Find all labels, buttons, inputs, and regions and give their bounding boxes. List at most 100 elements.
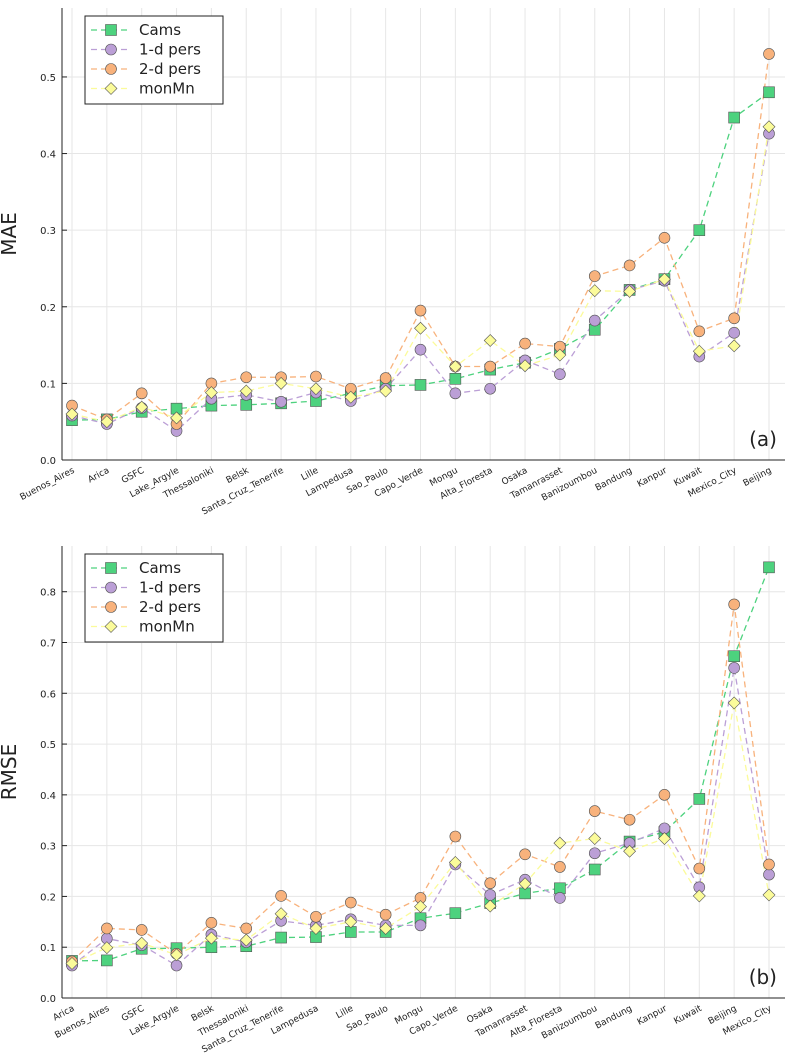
marker bbox=[519, 848, 531, 861]
marker bbox=[105, 43, 117, 56]
y-tick-label: 0.7 bbox=[40, 638, 56, 649]
marker bbox=[65, 957, 79, 970]
marker bbox=[105, 24, 117, 36]
marker bbox=[239, 933, 253, 947]
marker bbox=[728, 662, 740, 674]
marker bbox=[204, 931, 218, 945]
annotation: (b) bbox=[749, 965, 777, 989]
y-tick-label: 0.8 bbox=[40, 588, 56, 599]
legend-label: 2-d pers bbox=[139, 598, 201, 616]
marker bbox=[693, 224, 706, 236]
marker bbox=[588, 314, 601, 327]
marker bbox=[101, 922, 113, 935]
marker bbox=[658, 232, 671, 244]
y-axis-title: RMSE bbox=[0, 744, 21, 800]
x-tick-label: Bandung bbox=[594, 466, 634, 494]
marker bbox=[553, 836, 567, 850]
annotation: (a) bbox=[749, 427, 777, 451]
marker bbox=[588, 863, 601, 876]
marker bbox=[588, 805, 601, 817]
marker bbox=[448, 855, 462, 869]
marker bbox=[414, 900, 427, 914]
y-tick-label: 0.2 bbox=[40, 892, 56, 903]
legend-label: 2-d pers bbox=[139, 60, 201, 78]
y-tick-label: 0.5 bbox=[40, 740, 56, 751]
x-tick-label: Kuwait bbox=[672, 1004, 704, 1027]
marker bbox=[414, 379, 427, 391]
marker bbox=[763, 48, 775, 60]
marker bbox=[274, 376, 288, 390]
marker bbox=[135, 400, 149, 414]
marker bbox=[728, 111, 740, 124]
marker bbox=[762, 120, 776, 134]
marker bbox=[344, 390, 358, 404]
marker bbox=[763, 561, 775, 574]
marker bbox=[449, 372, 462, 385]
marker bbox=[135, 387, 148, 400]
marker bbox=[763, 86, 775, 99]
marker bbox=[692, 889, 706, 903]
marker bbox=[310, 910, 322, 923]
marker bbox=[484, 360, 497, 373]
marker bbox=[240, 399, 253, 411]
marker bbox=[483, 899, 497, 913]
x-tick-label: Beijing bbox=[742, 466, 774, 489]
marker bbox=[379, 372, 392, 384]
marker bbox=[483, 334, 497, 347]
marker bbox=[105, 63, 117, 75]
marker bbox=[554, 861, 566, 873]
marker bbox=[588, 270, 601, 282]
y-tick-label: 0.0 bbox=[40, 994, 56, 1005]
marker bbox=[553, 348, 567, 362]
marker bbox=[728, 312, 740, 325]
marker bbox=[379, 384, 393, 398]
marker bbox=[309, 921, 323, 935]
marker bbox=[588, 847, 601, 860]
marker bbox=[727, 696, 741, 710]
legend-label: 1-d pers bbox=[139, 579, 201, 597]
marker bbox=[693, 793, 706, 805]
y-tick-label: 0.3 bbox=[40, 842, 56, 853]
x-tick-label: Arica bbox=[52, 1004, 77, 1024]
marker bbox=[588, 832, 602, 845]
y-tick-label: 0.3 bbox=[40, 226, 56, 237]
marker bbox=[205, 917, 218, 929]
marker bbox=[763, 858, 775, 871]
marker bbox=[344, 896, 357, 909]
y-tick-label: 0.4 bbox=[40, 791, 56, 802]
y-tick-label: 0.4 bbox=[40, 150, 56, 161]
marker bbox=[65, 407, 79, 421]
marker bbox=[693, 325, 706, 338]
marker bbox=[763, 868, 775, 881]
marker bbox=[484, 382, 497, 395]
marker bbox=[449, 907, 462, 919]
marker bbox=[100, 941, 114, 955]
x-tick-label: Kanpur bbox=[636, 466, 669, 490]
marker bbox=[623, 813, 636, 826]
legend-label: monMn bbox=[139, 618, 195, 636]
marker bbox=[414, 321, 427, 335]
y-axis-title: MAE bbox=[0, 212, 21, 256]
y-tick-label: 0.1 bbox=[40, 379, 56, 390]
marker bbox=[170, 959, 183, 972]
marker bbox=[728, 650, 740, 663]
legend-label: monMn bbox=[139, 80, 195, 98]
marker bbox=[240, 371, 253, 384]
marker bbox=[762, 888, 776, 902]
x-tick-label: Kanpur bbox=[636, 1004, 669, 1028]
marker bbox=[104, 82, 118, 95]
marker bbox=[449, 387, 462, 400]
marker bbox=[170, 948, 183, 962]
marker bbox=[105, 601, 117, 613]
x-tick-label: Arica bbox=[86, 466, 111, 486]
marker bbox=[693, 862, 706, 875]
marker bbox=[135, 936, 149, 950]
marker bbox=[519, 337, 531, 350]
marker bbox=[623, 285, 637, 298]
y-tick-label: 0.2 bbox=[40, 303, 56, 314]
y-tick-label: 0.5 bbox=[40, 73, 56, 84]
marker bbox=[518, 877, 532, 891]
marker bbox=[379, 908, 392, 921]
